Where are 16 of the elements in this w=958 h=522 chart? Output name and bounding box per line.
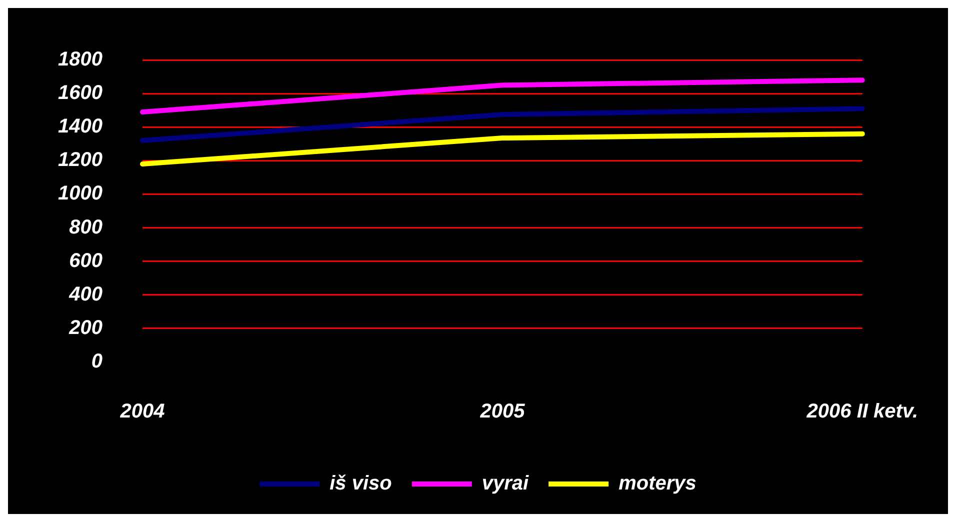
- x-tick-label: 2006 II ketv.: [806, 400, 918, 423]
- y-tick-label: 1200: [58, 149, 102, 172]
- x-tick-label: 2004: [119, 400, 165, 423]
- y-tick-label: 1000: [58, 182, 102, 205]
- legend-label: moterys: [618, 472, 696, 495]
- y-tick-label: 1400: [58, 116, 102, 138]
- y-tick-label: 200: [68, 316, 102, 339]
- y-tick-label: 600: [69, 250, 102, 272]
- y-tick-label: 1600: [58, 82, 102, 104]
- y-tick-label: 0: [91, 350, 102, 373]
- legend-label: vyrai: [482, 472, 530, 495]
- y-tick-label: 400: [68, 283, 102, 306]
- x-tick-label: 2005: [479, 400, 526, 423]
- legend-label: iš viso: [330, 472, 392, 495]
- y-tick-label: 1800: [58, 48, 102, 71]
- y-tick-label: 800: [69, 216, 102, 238]
